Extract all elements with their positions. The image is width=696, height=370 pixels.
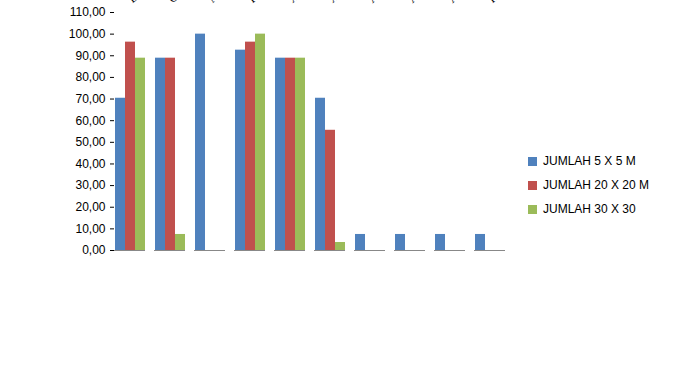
- html-text:JUMLAH 30 X 30: JUMLAH 30 X 30: [543, 202, 636, 216]
- svg-text:100,00: 100,00: [69, 27, 106, 41]
- svg-text:60,00: 60,00: [75, 114, 105, 128]
- svg-text:Acrostichum aureum: Acrostichum aureum: [365, 0, 452, 6]
- html-text:JUMLAH 5 X 5 M: JUMLAH 5 X 5 M: [543, 154, 636, 168]
- svg-text:10,00: 10,00: [75, 222, 105, 236]
- svg-text:Ceriops decandra: Ceriops decandra: [165, 0, 239, 6]
- svg-text:70,00: 70,00: [75, 92, 105, 106]
- svg-text:Hibiscus tiliaceus: Hibiscus tiliaceus: [485, 0, 520, 6]
- svg-text:40,00: 40,00: [75, 157, 105, 171]
- svg-text:50,00: 50,00: [75, 135, 105, 149]
- svg-text:20,00: 20,00: [75, 200, 105, 214]
- html-text:JUMLAH 20 X 20 M: JUMLAH 20 X 20 M: [543, 178, 649, 192]
- svg-text:X. moluccensis: X. moluccensis: [325, 0, 391, 6]
- svg-text:80,00: 80,00: [75, 70, 105, 84]
- svg-text:Acanthus ilicifolius: Acanthus ilicifolius: [445, 0, 520, 6]
- svg-text:30,00: 30,00: [75, 178, 105, 192]
- svg-text:110,00: 110,00: [70, 5, 106, 19]
- svg-text:90,00: 90,00: [75, 49, 105, 63]
- svg-text:0,00: 0,00: [82, 243, 106, 257]
